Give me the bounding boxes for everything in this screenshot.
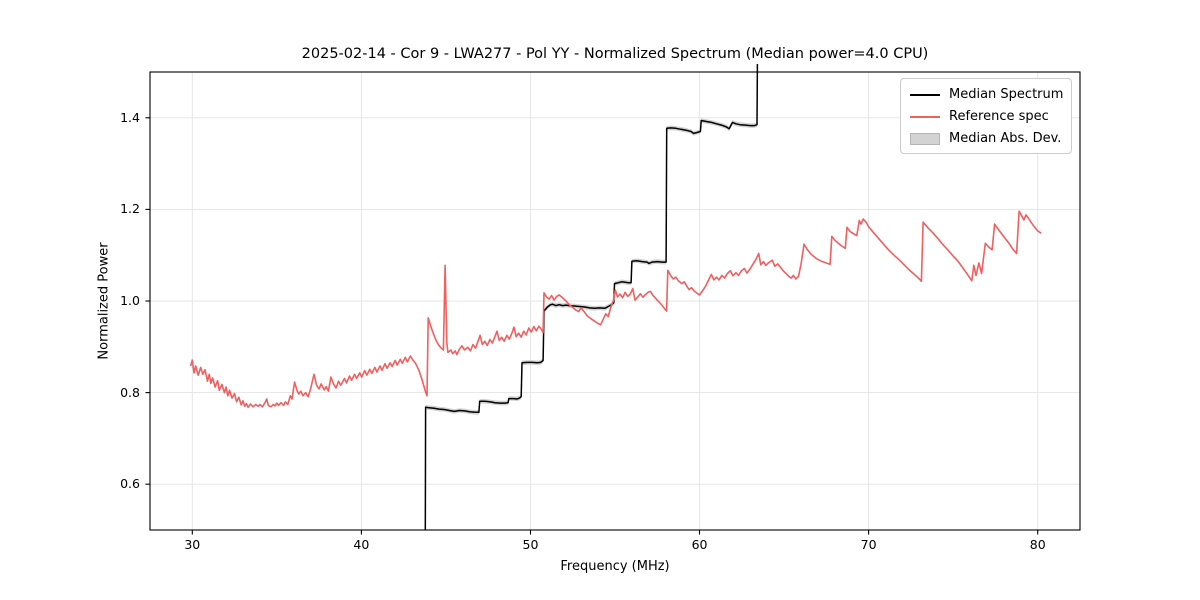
legend-item-reference-spec: Reference spec: [910, 108, 1062, 125]
chart-title: 2025-02-14 - Cor 9 - LWA277 - Pol YY - N…: [301, 46, 929, 62]
median-spectrum-line: [424, 64, 759, 530]
legend-item-median-spectrum: Median Spectrum: [910, 86, 1064, 103]
legend-label: Reference spec: [949, 109, 1049, 124]
y-tick-label: 0.8: [120, 384, 140, 400]
x-tick-label: 80: [1029, 537, 1046, 552]
reference-spec-line-swatch: [910, 115, 940, 118]
legend: Median Spectrum Reference spec Median Ab…: [900, 78, 1072, 154]
y-tick-label: 0.6: [120, 476, 140, 492]
legend-item-median-abs-dev: Median Abs. Dev.: [910, 130, 1062, 147]
x-tick-label: 40: [353, 537, 370, 552]
median-spectrum-line-swatch: [910, 93, 940, 96]
x-tick-label: 30: [184, 537, 201, 552]
y-tick-label: 1.0: [120, 293, 140, 308]
median-abs-dev-patch-swatch: [910, 132, 940, 145]
reference-spec-line: [189, 210, 1042, 409]
x-axis-label: Frequency (MHz): [560, 559, 670, 574]
legend-label: Median Abs. Dev.: [949, 131, 1062, 146]
x-tick-label: 60: [691, 537, 708, 552]
legend-label: Median Spectrum: [949, 87, 1064, 102]
x-tick-label: 70: [860, 537, 877, 552]
y-tick-label: 1.2: [120, 201, 140, 217]
x-tick-label: 50: [522, 537, 539, 552]
y-tick-label: 1.4: [120, 109, 140, 125]
mad-band: [425, 64, 758, 530]
